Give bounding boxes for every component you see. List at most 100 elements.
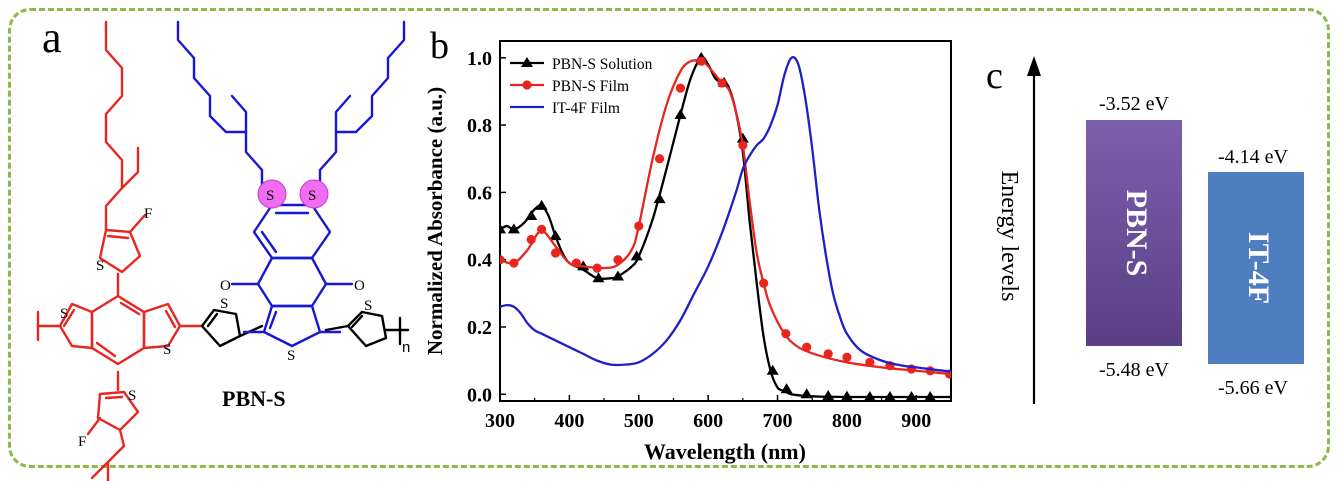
data-point-pbn-s-solution — [883, 390, 896, 401]
y-tick-label: 0.0 — [467, 384, 492, 406]
pbns-lumo: -3.52 eV — [1099, 93, 1170, 115]
svg-text:S: S — [308, 188, 316, 204]
pbns-homo: -5.48 eV — [1099, 359, 1170, 381]
svg-text:S: S — [163, 342, 171, 358]
data-point-pbn-s-solution — [500, 223, 506, 234]
plot-area — [499, 40, 952, 402]
data-point-pbn-s-solution — [924, 390, 937, 401]
data-point-pbn-s-film — [696, 56, 706, 66]
legend-label: PBN-S Film — [552, 78, 629, 95]
data-point-pbn-s-film — [842, 352, 852, 362]
data-point-pbn-s-film — [509, 258, 519, 268]
x-tick-label: 600 — [693, 410, 723, 432]
axis-ticks: 300 400 500 600 700 800 900 0.0 0.2 0.4 0.6 0.8 1.0 — [467, 48, 931, 432]
svg-text:F: F — [78, 434, 86, 450]
legend-marker — [522, 80, 532, 90]
data-point-pbn-s-film — [571, 258, 581, 268]
data-point-pbn-s-film — [500, 255, 505, 265]
figure-frame — [8, 8, 1330, 468]
data-point-pbn-s-solution — [674, 109, 687, 120]
data-point-pbn-s-film — [823, 349, 833, 359]
svg-text:S: S — [364, 298, 372, 314]
series-layer — [500, 51, 951, 401]
data-point-pbn-s-film — [550, 248, 561, 258]
x-tick-label: 300 — [485, 410, 515, 432]
y-tick-label: 0.4 — [467, 250, 492, 272]
svg-text:S: S — [287, 348, 295, 364]
legend-marker — [521, 57, 533, 67]
energy-axis-label: Energy levels — [996, 171, 1022, 302]
data-point-pbn-s-solution — [592, 272, 605, 283]
data-point-pbn-s-film — [781, 329, 791, 339]
y-tick-label: 0.2 — [467, 317, 492, 339]
data-point-pbn-s-film — [717, 78, 727, 88]
svg-text:S: S — [96, 258, 104, 274]
svg-text:S: S — [128, 388, 136, 404]
data-point-pbn-s-film — [654, 154, 665, 164]
x-axis-label: Wavelength (nm) — [644, 439, 806, 464]
x-tick-label: 900 — [901, 410, 931, 432]
data-point-pbn-s-film — [537, 224, 547, 235]
data-point-pbn-s-solution — [736, 132, 749, 143]
molecule-name: PBN-S — [222, 386, 286, 411]
data-point-pbn-s-solution — [766, 364, 779, 375]
legend-label: IT-4F Film — [552, 100, 620, 117]
data-point-pbn-s-solution — [507, 223, 520, 234]
panel-label-a: a — [42, 13, 62, 62]
itf-box-label: IT-4F — [1242, 232, 1275, 304]
data-point-pbn-s-solution — [840, 390, 853, 401]
data-point-pbn-s-solution — [611, 270, 624, 281]
data-point-pbn-s-film — [526, 234, 536, 245]
data-point-pbn-s-solution — [549, 230, 562, 241]
data-point-pbn-s-solution — [525, 209, 538, 220]
svg-text:S: S — [266, 188, 274, 204]
svg-text:O: O — [220, 278, 231, 294]
x-tick-label: 700 — [763, 410, 793, 432]
data-point-pbn-s-film — [759, 278, 769, 288]
acceptor-unit — [176, 20, 406, 348]
data-point-pbn-s-film — [634, 221, 644, 231]
data-point-pbn-s-film — [675, 83, 685, 93]
molecule-structure: S S F S S F S S S S S O O n PBN-S — [36, 20, 410, 481]
panel-label-b: b — [430, 25, 449, 67]
data-point-pbn-s-solution — [630, 250, 643, 261]
data-point-pbn-s-film — [592, 263, 602, 273]
panel-label-c: c — [986, 55, 1003, 97]
data-point-pbn-s-solution — [535, 199, 548, 210]
x-tick-label: 800 — [832, 410, 862, 432]
itf-lumo: -4.14 eV — [1218, 146, 1289, 168]
pbns-level-box — [1086, 120, 1182, 346]
svg-text:F: F — [144, 206, 152, 222]
y-tick-label: 1.0 — [467, 48, 492, 70]
x-tick-label: 500 — [624, 410, 654, 432]
data-point-pbn-s-solution — [780, 383, 793, 394]
data-point-pbn-s-film — [613, 255, 623, 265]
y-tick-label: 0.8 — [467, 115, 492, 137]
y-axis-label: Normalized Absorbance (a.u.) — [423, 87, 447, 355]
svg-text:S: S — [60, 306, 68, 322]
legend-label: PBN-S Solution — [552, 56, 653, 73]
data-point-pbn-s-solution — [905, 390, 918, 401]
energy-level-diagram: c Energy levels PBN-S -3.52 eV -5.48 eV … — [986, 55, 1304, 404]
energy-axis-arrow — [1027, 56, 1041, 76]
upper-side-chain — [36, 20, 204, 481]
repeat-subscript: n — [402, 339, 410, 356]
itf-level-box — [1208, 172, 1304, 364]
data-point-pbn-s-solution — [822, 389, 835, 400]
svg-text:S: S — [220, 296, 228, 312]
atom-labels: S S F S S F S S S S S O O — [60, 188, 372, 450]
legend: PBN-S Solution PBN-S Film IT-4F Film — [510, 56, 653, 117]
data-point-pbn-s-solution — [863, 390, 876, 401]
data-point-pbn-s-solution — [653, 193, 666, 204]
series-line-it-4f-film — [500, 56, 951, 373]
data-point-pbn-s-film — [738, 140, 748, 150]
pbns-box-label: PBN-S — [1120, 190, 1153, 277]
data-point-pbn-s-film — [802, 342, 812, 352]
svg-text:O: O — [354, 278, 365, 294]
data-point-pbn-s-film — [865, 357, 875, 367]
y-tick-label: 0.6 — [467, 182, 492, 204]
itf-homo: -5.66 eV — [1218, 377, 1289, 399]
x-tick-label: 400 — [554, 410, 584, 432]
data-point-pbn-s-solution — [800, 388, 813, 399]
absorbance-chart: b 300 400 500 600 700 800 900 0.0 0.2 0.4 0.6 0.8 1.… — [423, 25, 952, 464]
